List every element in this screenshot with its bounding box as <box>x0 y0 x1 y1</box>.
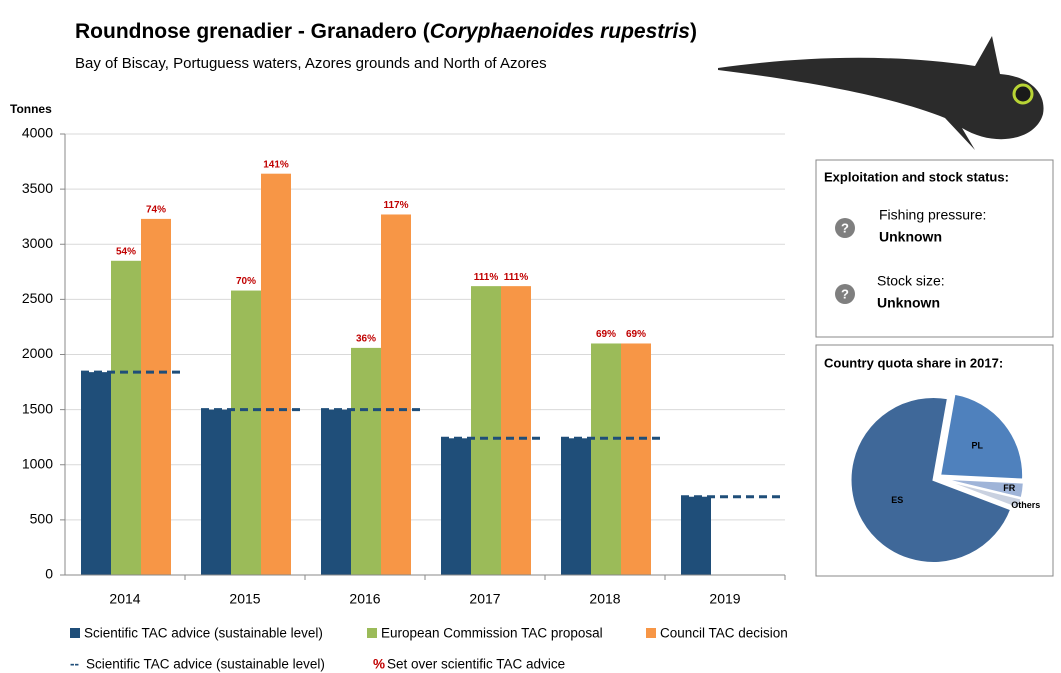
y-axis-label: Tonnes <box>10 102 52 116</box>
title-text: Roundnose grenadier - Granadero ( <box>75 20 430 43</box>
bar <box>591 343 621 575</box>
legend-swatch <box>367 628 377 638</box>
chart: Roundnose grenadier - Granadero (Corypha… <box>0 0 1061 673</box>
pie-label: FR <box>1003 483 1015 493</box>
x-tick-label: 2016 <box>349 591 380 607</box>
percent-label: 54% <box>116 246 136 257</box>
bar <box>321 410 351 575</box>
y-tick-label: 1500 <box>22 400 53 416</box>
bar <box>561 438 591 575</box>
x-tick-label: 2019 <box>709 591 740 607</box>
percent-label: 69% <box>596 329 616 340</box>
pie-title: Country quota share in 2017: <box>824 355 1003 370</box>
status-value: Unknown <box>879 229 942 245</box>
x-tick-label: 2014 <box>109 591 140 607</box>
percent-label: 70% <box>236 276 256 287</box>
bar <box>141 219 171 575</box>
percent-label: 36% <box>356 334 376 345</box>
legend-symbol: % <box>373 657 385 672</box>
status-value: Unknown <box>877 295 940 311</box>
legend-label: Set over scientific TAC advice <box>387 657 565 672</box>
status-label: Stock size: <box>877 273 945 289</box>
bar <box>681 497 711 575</box>
y-tick-label: 500 <box>30 511 54 527</box>
legend-label: Scientific TAC advice (sustainable level… <box>84 626 323 641</box>
fish-eye <box>1014 85 1032 103</box>
percent-label: 141% <box>263 159 289 170</box>
bar <box>111 261 141 575</box>
percent-label: 111% <box>474 272 499 283</box>
status-label: Fishing pressure: <box>879 207 986 223</box>
x-tick-label: 2018 <box>589 591 620 607</box>
bar <box>441 438 471 575</box>
title-species: Coryphaenoides rupestris <box>430 20 690 43</box>
x-tick-label: 2015 <box>229 591 260 607</box>
percent-label: 111% <box>504 272 529 283</box>
legend-swatch <box>70 628 80 638</box>
y-tick-label: 2000 <box>22 345 53 361</box>
y-tick-label: 4000 <box>22 125 53 141</box>
bar <box>231 291 261 575</box>
bar <box>471 286 501 575</box>
legend-label: Scientific TAC advice (sustainable level… <box>86 657 325 672</box>
legend: Scientific TAC advice (sustainable level… <box>70 626 788 672</box>
bar <box>261 174 291 575</box>
bar <box>351 348 381 575</box>
bar <box>201 410 231 575</box>
legend-label: European Commission TAC proposal <box>381 626 603 641</box>
percent-label: 69% <box>626 329 646 340</box>
y-tick-label: 2500 <box>22 290 53 306</box>
fish-body <box>718 36 1044 150</box>
status-icon-text: ? <box>841 220 849 235</box>
y-tick-label: 1000 <box>22 455 53 471</box>
percent-label: 117% <box>383 200 408 211</box>
plot-area <box>60 134 785 580</box>
y-tick-label: 3000 <box>22 235 53 251</box>
bar <box>81 372 111 575</box>
y-tick-label: 3500 <box>22 180 53 196</box>
legend-symbol: -- <box>70 657 79 672</box>
pie-label: ES <box>891 495 903 505</box>
percent-label: 74% <box>146 205 166 216</box>
bar <box>621 343 651 575</box>
y-tick-label: 0 <box>45 566 53 582</box>
legend-label: Council TAC decision <box>660 626 788 641</box>
legend-swatch <box>646 628 656 638</box>
status-icon-text: ? <box>841 286 849 301</box>
pie-label: PL <box>971 440 983 450</box>
fish-illustration <box>718 36 1044 150</box>
subtitle: Bay of Biscay, Portuguess waters, Azores… <box>75 55 547 72</box>
pie-label: Others <box>1011 500 1040 510</box>
x-tick-label: 2017 <box>469 591 500 607</box>
title-text: ) <box>690 20 697 43</box>
chart-title: Roundnose grenadier - Granadero (Corypha… <box>75 20 697 43</box>
bar <box>381 214 411 575</box>
status-title: Exploitation and stock status: <box>824 169 1009 184</box>
bar <box>501 286 531 575</box>
